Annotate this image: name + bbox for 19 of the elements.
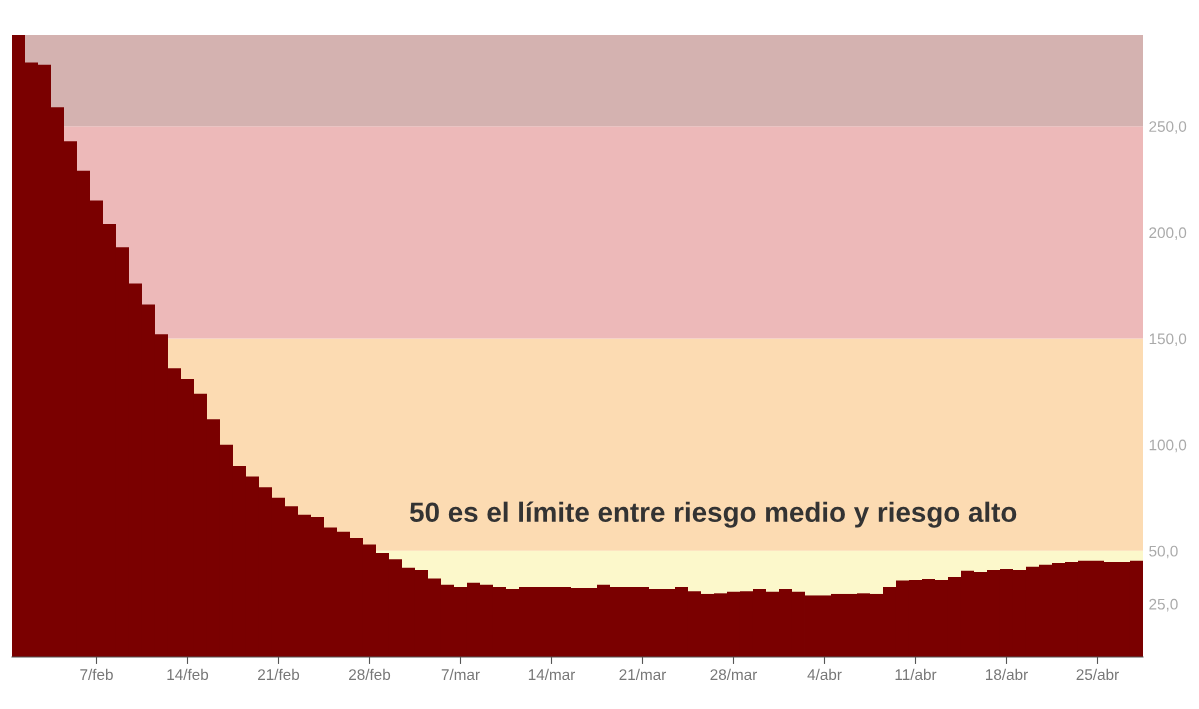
annotation: 50 es el límite entre riesgo medio y riesgo alto [409, 501, 1017, 528]
y-tick-label: 250,0 [1149, 121, 1187, 134]
x-tick-label: 4/abr [807, 668, 842, 681]
x-tick-label: 28/feb [349, 668, 391, 681]
x-tick-label: 14/feb [167, 668, 209, 681]
y-tick-label: 150,0 [1149, 333, 1187, 347]
x-tick-label: 11/abr [895, 668, 937, 681]
x-tick-label: 28/mar [710, 668, 758, 681]
x-tick-label: 18/abr [986, 668, 1028, 681]
x-tick-label: 7/feb [80, 668, 113, 681]
x-tick-label: 7/mar [441, 668, 480, 681]
y-tick-label: 200,0 [1149, 227, 1187, 240]
y-tick-label: 50,0 [1149, 545, 1178, 559]
x-tick-label: 21/mar [619, 668, 667, 681]
x-tick-label: 21/feb [258, 668, 300, 681]
x-tick-label: 14/mar [528, 668, 576, 681]
y-tick-label: 25,0 [1149, 598, 1178, 612]
x-tick-label: 25/abr [1076, 668, 1119, 681]
y-tick-label: 100,0 [1149, 439, 1187, 453]
